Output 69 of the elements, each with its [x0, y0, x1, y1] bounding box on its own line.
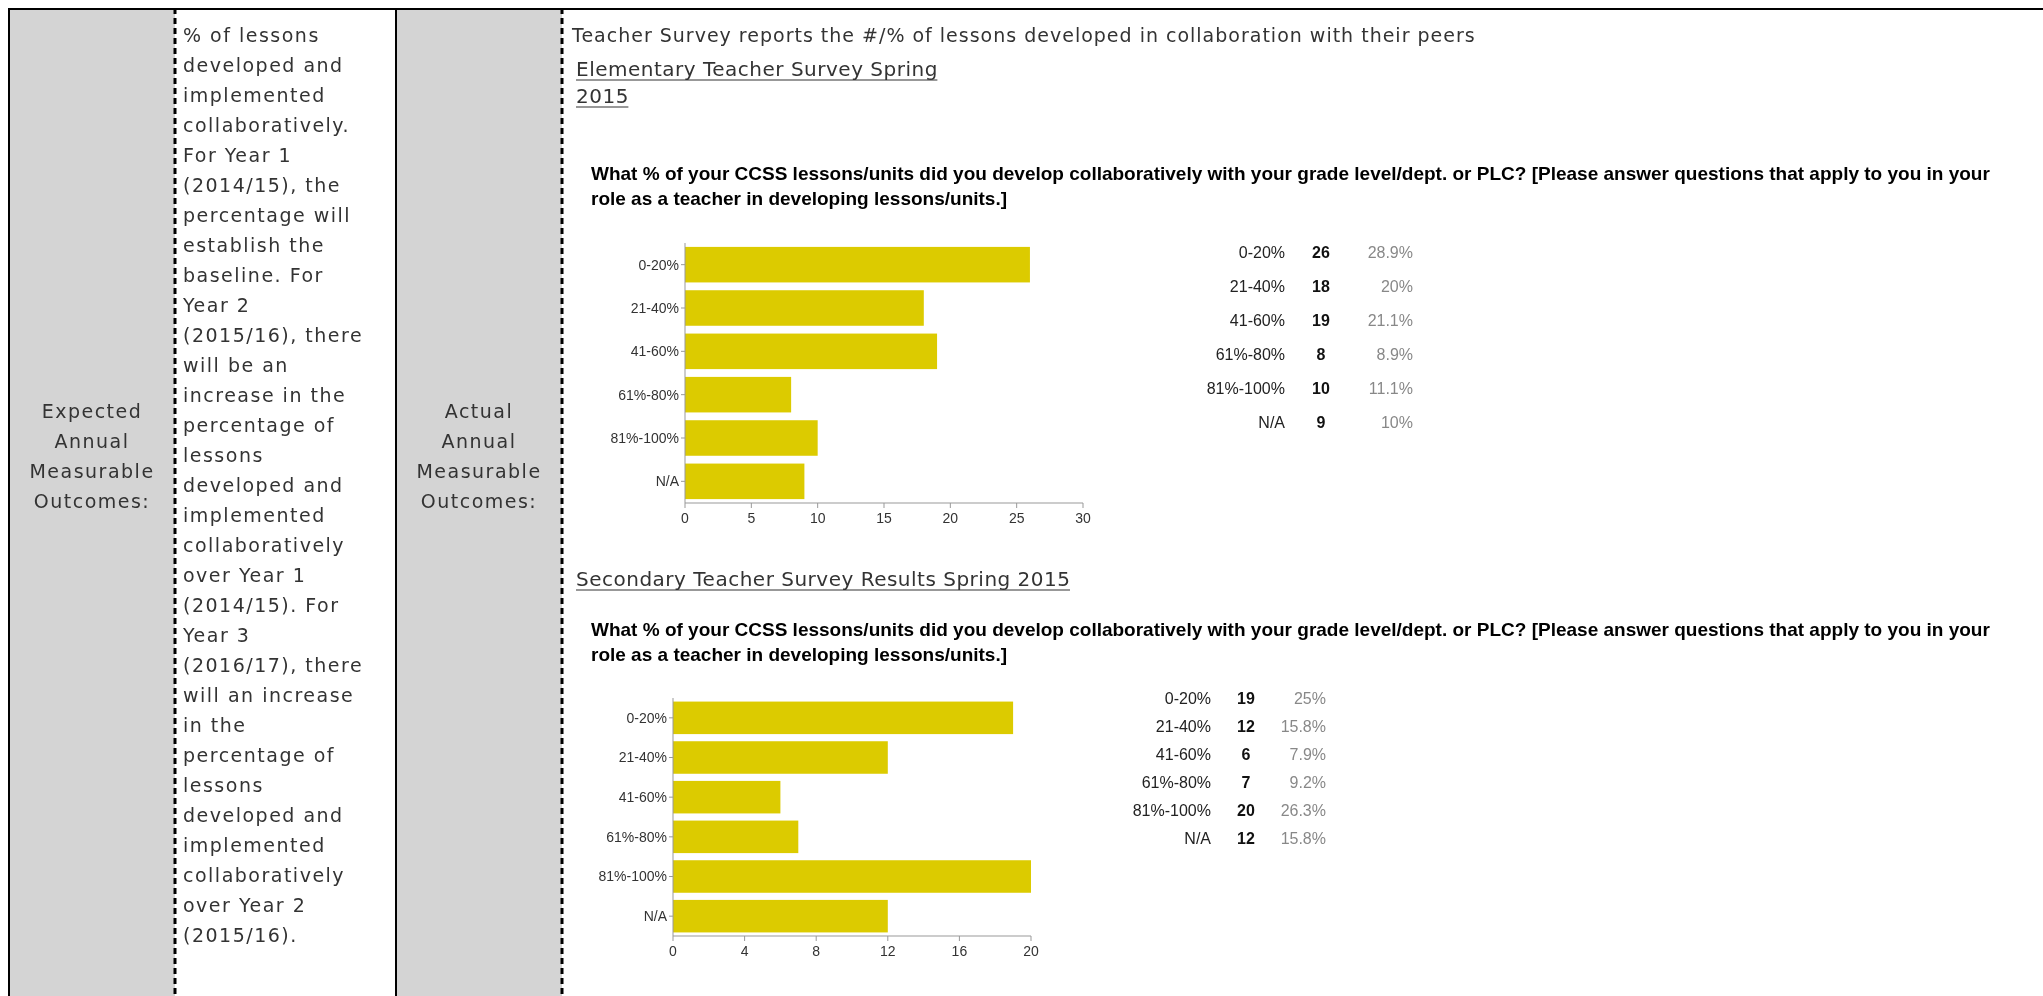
- category-label: N/A: [1258, 413, 1285, 431]
- text: 19: [1312, 311, 1330, 329]
- category-label: 81%-100%: [1206, 379, 1285, 397]
- y-tick-label: 81%-100%: [598, 868, 667, 885]
- text: 7: [1241, 773, 1251, 791]
- category-label: 61%-80%: [1215, 345, 1285, 363]
- category-label: 0-20%: [1238, 243, 1285, 261]
- text: 12: [1237, 829, 1255, 847]
- text: What % of your CCSS lessons/units did you develop collaboratively with your grade level/dept. or PLC? [Please answer questions that apply to you in your role as a teacher in developing lessons/units.]: [591, 163, 1991, 209]
- text: 21.1%: [1367, 311, 1413, 329]
- text: 26: [1312, 243, 1330, 261]
- text: What % of your CCSS lessons/units did you develop collaboratively with your grade level/dept. or PLC? [Please answer questions that apply to you in your role as a teacher in developing lessons/units.]: [591, 619, 1991, 665]
- category-label: 21-40%: [1155, 717, 1211, 735]
- category-label: N/A: [1184, 829, 1211, 847]
- text: 10%: [1380, 413, 1413, 431]
- x-tick-label: 8: [812, 943, 821, 959]
- text: 25%: [1293, 689, 1326, 707]
- y-tick-label: 21-40%: [630, 299, 679, 316]
- category-label: 41-60%: [1155, 745, 1211, 763]
- text: Actual Annual Measurable Outcomes:: [416, 400, 542, 512]
- x-tick-label: 12: [880, 943, 896, 959]
- text: 18: [1312, 277, 1330, 295]
- text: 10: [1312, 379, 1330, 397]
- text: 20%: [1380, 277, 1413, 295]
- category-label: 81%-100%: [1132, 801, 1211, 819]
- category-label: 41-60%: [1229, 311, 1285, 329]
- y-tick-label: 81%-100%: [610, 429, 679, 446]
- text: 15.8%: [1280, 717, 1326, 735]
- x-tick-label: 15: [876, 510, 892, 526]
- text: 28.9%: [1367, 243, 1413, 261]
- y-tick-label: 41-60%: [630, 343, 679, 360]
- y-tick-label: 61%-80%: [606, 828, 667, 845]
- chart-subtitle: Secondary Teacher Survey Results Spring 2015: [576, 567, 1071, 591]
- x-tick-label: 20: [942, 510, 959, 526]
- y-tick-label: 61%-80%: [618, 386, 679, 403]
- text: 7.9%: [1289, 745, 1326, 763]
- y-tick-label: N/A: [643, 908, 668, 925]
- chart-subtitle: Elementary Teacher Survey Spring 2015: [576, 57, 938, 108]
- text: 11.1%: [1368, 379, 1413, 397]
- x-tick-label: 20: [1023, 943, 1039, 959]
- x-tick-label: 0: [681, 510, 690, 526]
- text: 12: [1237, 717, 1255, 735]
- text: 6: [1241, 745, 1251, 763]
- text: Expected Annual Measurable Outcomes:: [29, 400, 155, 512]
- x-tick-label: 10: [809, 510, 826, 526]
- text: 26.3%: [1280, 801, 1326, 819]
- x-tick-label: 30: [1075, 510, 1091, 526]
- y-tick-label: N/A: [655, 473, 680, 490]
- y-tick-label: 41-60%: [618, 789, 667, 806]
- text: 9.2%: [1289, 773, 1326, 791]
- category-label: 21-40%: [1229, 277, 1285, 295]
- text: 20: [1237, 801, 1255, 819]
- text: 8: [1316, 345, 1326, 363]
- text: 19: [1237, 689, 1255, 707]
- text: 15.8%: [1280, 829, 1326, 847]
- text: % of lessons developed and implemented collaboratively. For Year 1 (2014/15), the percentage will establish the baseline. For Year 2 (2015/16), there will be an increase in the percentage of lessons developed and implemented collaboratively over Year 1 (2014/15). For Year 3 (2016/17), there will an increase in the percentage of lessons developed and implemented collaboratively over Year 2 (2015/16).: [183, 24, 364, 946]
- y-tick-label: 0-20%: [626, 709, 667, 726]
- text: 8.9%: [1376, 345, 1413, 363]
- y-tick-label: 21-40%: [618, 749, 667, 766]
- y-tick-label: 0-20%: [638, 256, 679, 273]
- x-tick-label: 0: [669, 943, 678, 959]
- x-tick-label: 4: [740, 943, 749, 959]
- x-tick-label: 5: [747, 510, 756, 526]
- x-tick-label: 16: [951, 943, 968, 959]
- category-label: 61%-80%: [1141, 773, 1211, 791]
- category-label: 0-20%: [1164, 689, 1211, 707]
- x-tick-label: 25: [1008, 510, 1025, 526]
- text: Teacher Survey reports the #/% of lessons developed in collaboration with their peers: [571, 24, 1476, 46]
- text: 9: [1316, 413, 1326, 431]
